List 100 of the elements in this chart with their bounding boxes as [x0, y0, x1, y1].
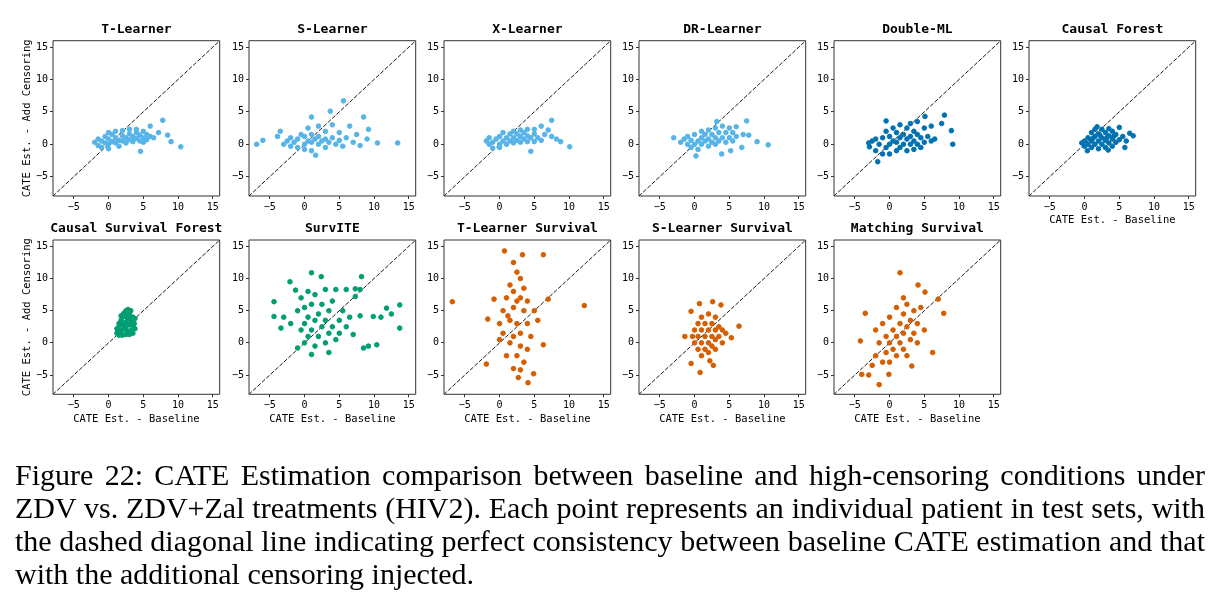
y-tick-label: 15 [36, 40, 49, 52]
y-tick-label: 15 [621, 40, 634, 52]
x-tick-label: 10 [953, 200, 966, 212]
x-tick-label: −5 [848, 200, 861, 212]
x-tick-label: 5 [530, 200, 537, 212]
y-tick-label: −5 [426, 170, 439, 182]
chart-title: Causal Survival Forest [50, 220, 223, 236]
x-tick-label: 10 [562, 200, 575, 212]
y-tick-label: 15 [426, 240, 439, 252]
x-tick-label: 15 [987, 200, 1000, 212]
chart-title: S-Learner [296, 21, 368, 37]
y-tick-label: 0 [1018, 137, 1025, 149]
y-tick-label: 0 [237, 137, 244, 149]
x-tick-label: 5 [335, 200, 342, 212]
y-tick-label: 10 [231, 272, 244, 284]
caption: Figure 22: CATE Estimation comparison between baseline and high-censoring conditions under ZDV vs. ZDV+Zal treatments (HIV2). Each point represents an individual patient in test sets, with the dashed diagonal line indicating perfect consistency between baseline CATE estimation and that with the additional censoring injected. [15, 457, 1205, 590]
y-tick-label: 0 [823, 137, 830, 149]
x-tick-label: 10 [562, 398, 575, 410]
x-tick-label: 5 [921, 398, 928, 410]
y-tick-label: 10 [817, 272, 830, 284]
x-tick-label: 15 [1183, 200, 1196, 212]
y-tick-label: 5 [237, 304, 244, 316]
x-tick-label: 10 [757, 200, 770, 212]
chart-title: SurvITE [304, 220, 360, 236]
y-tick-label: 0 [237, 336, 244, 348]
x-tick-label: −5 [263, 398, 276, 410]
x-tick-label: 0 [1081, 200, 1088, 212]
y-tick-label: 15 [817, 40, 830, 52]
y-tick-label: −5 [426, 368, 439, 380]
x-tick-label: −5 [458, 398, 471, 410]
x-tick-label: 5 [726, 200, 733, 212]
y-tick-label: 10 [621, 272, 634, 284]
chart-title: T-Learner Survival [456, 220, 598, 236]
y-tick-label: 10 [426, 73, 439, 85]
y-tick-label: 0 [627, 336, 634, 348]
x-tick-label: 5 [921, 200, 928, 212]
x-tick-label: 10 [367, 398, 380, 410]
x-tick-label: −5 [848, 398, 861, 410]
x-tick-label: −5 [653, 398, 666, 410]
x-axis-title: CATE Est. - Baseline [268, 411, 396, 424]
x-tick-label: 0 [105, 200, 112, 212]
x-tick-label: −5 [68, 398, 81, 410]
y-tick-label: 5 [627, 105, 634, 117]
x-tick-label: 10 [367, 200, 380, 212]
y-tick-label: 5 [237, 105, 244, 117]
y-tick-label: 0 [627, 137, 634, 149]
y-tick-label: −5 [817, 368, 830, 380]
y-tick-label: 15 [231, 240, 244, 252]
y-axis-title: CATE Est. - Add Censoring [20, 39, 33, 198]
x-tick-label: 5 [140, 200, 147, 212]
y-tick-label: 15 [36, 240, 49, 252]
chart-title: Matching Survival [850, 220, 984, 236]
y-tick-label: 0 [42, 336, 49, 348]
y-tick-label: 10 [426, 272, 439, 284]
y-tick-label: −5 [36, 170, 49, 182]
x-tick-label: 0 [496, 200, 503, 212]
y-tick-label: 10 [1012, 73, 1025, 85]
y-tick-label: 10 [621, 73, 634, 85]
y-tick-label: 5 [823, 105, 830, 117]
x-axis-title: CATE Est. - Baseline [463, 411, 591, 424]
y-tick-label: 5 [42, 105, 49, 117]
x-tick-label: 0 [691, 200, 698, 212]
x-tick-label: 0 [886, 200, 893, 212]
x-tick-label: 15 [987, 398, 1000, 410]
y-tick-label: −5 [231, 368, 244, 380]
y-tick-label: −5 [231, 170, 244, 182]
x-tick-label: 5 [1116, 200, 1123, 212]
x-tick-label: 0 [496, 398, 503, 410]
x-tick-label: 10 [172, 200, 185, 212]
x-axis-title: CATE Est. - Baseline [854, 411, 981, 424]
chart-title: T-Learner [101, 21, 173, 37]
x-tick-label: −5 [653, 200, 666, 212]
x-tick-label: 0 [886, 398, 893, 410]
chart-title: Causal Forest [1061, 21, 1164, 37]
x-tick-label: −5 [1044, 200, 1057, 212]
x-axis-title: CATE Est. - Baseline [1049, 213, 1176, 226]
x-axis-title: CATE Est. - Baseline [73, 411, 200, 424]
x-tick-label: 10 [757, 398, 770, 410]
y-tick-label: 5 [1018, 105, 1025, 117]
x-tick-label: 0 [105, 398, 112, 410]
y-tick-label: 10 [231, 73, 244, 85]
y-tick-label: 5 [823, 304, 830, 316]
y-axis-title: CATE Est. - Add Censoring [20, 238, 33, 397]
x-tick-label: 10 [172, 398, 185, 410]
y-tick-label: −5 [621, 170, 634, 182]
y-tick-label: 15 [426, 40, 439, 52]
y-tick-label: 0 [432, 137, 439, 149]
y-tick-label: −5 [36, 368, 49, 380]
x-tick-label: 15 [597, 200, 610, 212]
x-tick-label: 15 [207, 200, 220, 212]
y-tick-label: 5 [42, 304, 49, 316]
y-tick-label: −5 [621, 368, 634, 380]
chart-title: X-Learner [491, 21, 563, 37]
x-tick-label: 5 [335, 398, 342, 410]
x-tick-label: −5 [263, 200, 276, 212]
x-tick-label: 15 [792, 200, 805, 212]
x-tick-label: −5 [68, 200, 81, 212]
x-tick-label: 15 [402, 398, 415, 410]
x-tick-label: 10 [1148, 200, 1161, 212]
y-tick-label: 15 [1012, 40, 1025, 52]
